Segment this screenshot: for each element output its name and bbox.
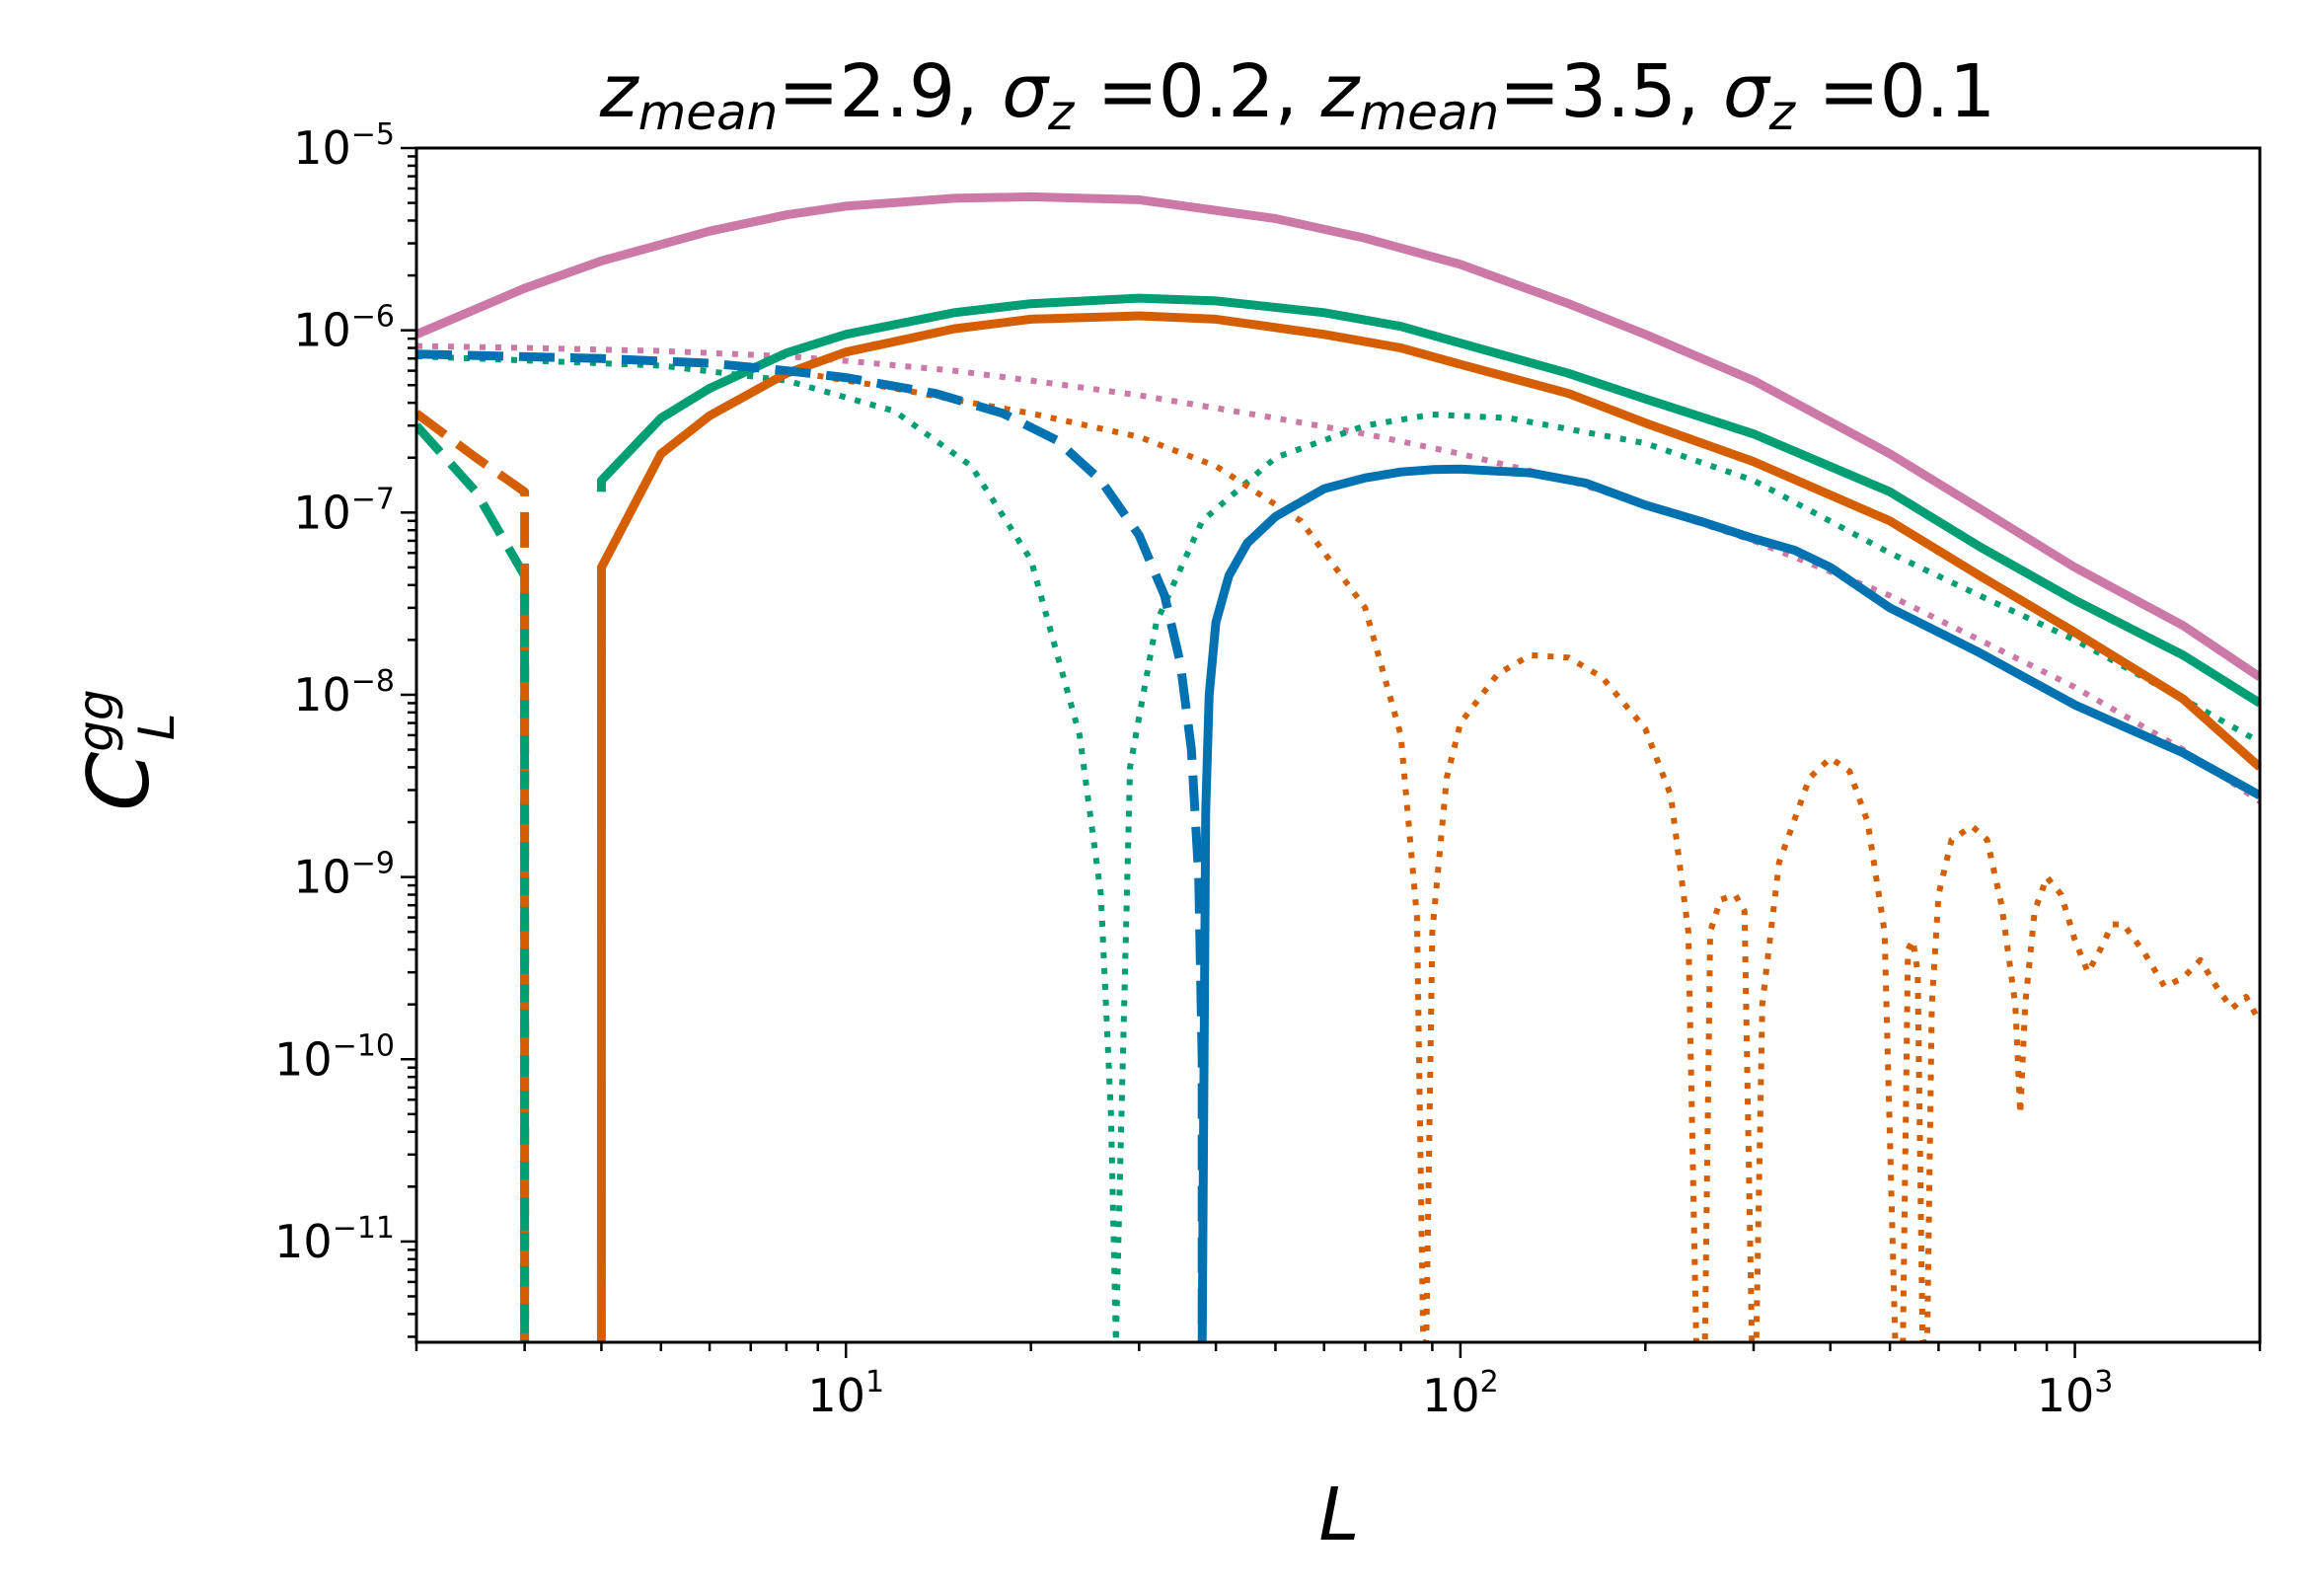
x-tick-label: 102	[1422, 1365, 1499, 1422]
series-line-blue-dashed	[416, 349, 1207, 1342]
plot-area	[416, 191, 2260, 1342]
axes-frame	[414, 146, 2262, 1344]
y-tick-label: 10−11	[274, 1211, 395, 1268]
y-tick-label: 10−5	[293, 117, 395, 175]
chart-title: zmean=2.9, σz =0.2, zmean=3.5, σz =0.1	[599, 49, 1996, 141]
series-line-orange-dotted	[786, 367, 2260, 1342]
y-tick-label: 10−8	[293, 664, 395, 721]
y-tick-label: 10−6	[293, 300, 395, 357]
series-line-green-dashed	[416, 422, 530, 1342]
series-line-green-solid	[596, 293, 2260, 708]
x-tick-label: 101	[807, 1365, 884, 1422]
y-tick-label: 10−10	[274, 1028, 395, 1086]
axes: 101 102 103 10−5 10−6 10−7 10−8 10−9 10−10 10−11	[274, 117, 2262, 1422]
svg-text:CggL: CggL	[67, 689, 186, 811]
y-tick-label: 10−9	[293, 847, 395, 904]
x-axis-label: L	[1318, 1473, 1359, 1557]
series-line-orange-solid	[596, 311, 2260, 1342]
series-line-green-dotted	[416, 353, 2260, 1342]
y-axis-label: CggL	[67, 689, 186, 811]
y-tick-label: 10−7	[293, 482, 395, 539]
series-line-pink-solid	[416, 191, 2260, 681]
x-tick-label: 103	[2037, 1365, 2114, 1422]
series-line-blue-solid	[1197, 464, 2260, 1342]
